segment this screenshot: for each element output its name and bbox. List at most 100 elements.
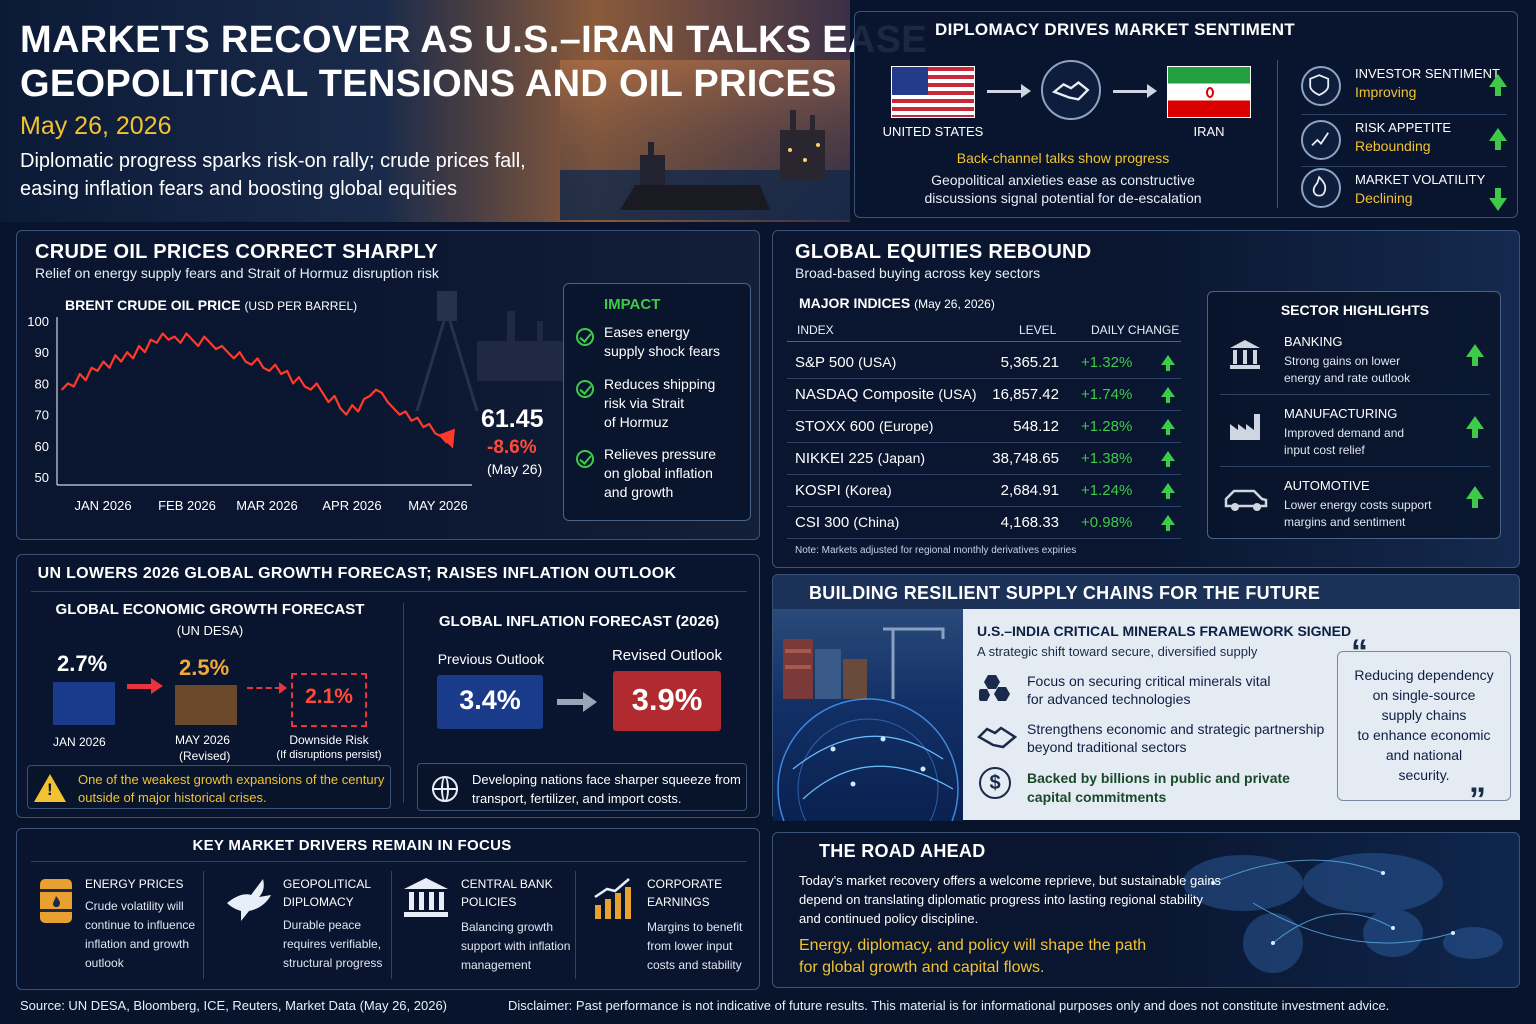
growth-may-sub: (Revised): [179, 749, 231, 763]
prev-label: Previous Outlook: [437, 651, 545, 667]
oil-price-change: -8.6%: [487, 437, 537, 458]
sector-desc-manufacturing-1: Improved demand and: [1284, 426, 1405, 440]
price-point: [280, 373, 283, 375]
table-header-divider: [787, 341, 1181, 342]
price-point: [61, 388, 63, 391]
oil-rig-illustration: [415, 291, 567, 411]
un-title: UN LOWERS 2026 GLOBAL GROWTH FORECAST; R…: [37, 565, 677, 582]
impact-item-3-line2: on global inflation: [604, 465, 713, 481]
price-point: [345, 413, 348, 416]
bank-icon: [1228, 338, 1262, 370]
arrow-right-icon-head: [1147, 84, 1157, 98]
supply-desc: A strategic shift toward secure, diversi…: [977, 644, 1258, 659]
chart-title-text: BRENT CRUDE OIL PRICE: [65, 297, 241, 313]
y-tick-label: 80: [35, 376, 49, 391]
price-point: [256, 357, 259, 360]
growth-source: (UN DESA): [176, 623, 244, 638]
driver-cb-name2: POLICIES: [461, 895, 517, 909]
price-point: [333, 395, 336, 397]
price-point: [102, 360, 105, 363]
chart-title: BRENT CRUDE OIL PRICE (USD PER BARREL): [65, 297, 357, 313]
price-point: [268, 370, 271, 372]
sector-name-banking: BANKING: [1284, 334, 1343, 349]
index-region: (Korea): [845, 482, 892, 498]
divider: [1277, 60, 1278, 208]
diplomacy-panel: DIPLOMACY DRIVES MARKET SENTIMENT UNITED…: [854, 11, 1518, 218]
price-point: [321, 392, 324, 394]
oil-price-chart: 100 90 80 70 60 50 JAN 2026 FEB 2026 MAR 2026 APR…: [27, 314, 472, 513]
driver-earnings-name1: CORPORATE: [647, 877, 723, 891]
dashed-arrow-icon: [247, 687, 281, 689]
index-change: +1.28%: [1081, 418, 1133, 435]
price-point: [179, 342, 182, 344]
price-point: [185, 332, 188, 335]
sector-name-manufacturing: MANUFACTURING: [1284, 406, 1398, 421]
equities-subtitle: Broad-based buying across key sectors: [795, 265, 1041, 281]
oil-barrel-icon: [37, 875, 75, 927]
arrow-up-icon: [1489, 128, 1507, 150]
supply-point-3-line2: capital commitments: [1027, 789, 1167, 805]
price-line-arrow: [439, 428, 455, 449]
warning-icon-mark: !: [47, 780, 53, 799]
price-point: [96, 370, 99, 372]
check-icon: [576, 328, 594, 346]
check-icon: [576, 380, 594, 398]
page-date: May 26, 2026: [20, 112, 172, 140]
index-name-text: NIKKEI 225: [795, 450, 874, 467]
price-point: [375, 388, 377, 391]
price-point: [238, 351, 241, 353]
driver-cb-line2: support with inflation: [461, 939, 571, 953]
diplomacy-title: DIPLOMACY DRIVES MARKET SENTIMENT: [935, 20, 1295, 39]
price-point: [244, 360, 247, 363]
price-point: [404, 410, 407, 413]
index-region: (USA): [938, 386, 977, 402]
dashed-arrow-icon-head: [279, 682, 287, 694]
index-name-text: STOXX 600: [795, 418, 875, 435]
price-point: [126, 351, 128, 353]
sector-name-automotive: AUTOMOTIVE: [1284, 478, 1370, 493]
indicator-label-volatility: MARKET VOLATILITY: [1355, 172, 1486, 187]
y-tick-label: 60: [35, 439, 49, 454]
price-point: [339, 407, 342, 410]
price-point: [398, 413, 401, 416]
index-name-text: S&P 500: [795, 354, 854, 371]
divider: [1301, 114, 1507, 115]
road-title: THE ROAD AHEAD: [819, 841, 986, 861]
y-tick-label: 100: [27, 314, 49, 329]
index-name-text: CSI 300: [795, 514, 850, 531]
warning-box: ! One of the weakest growth expansions o…: [27, 765, 391, 809]
price-point: [90, 367, 93, 369]
oil-price-value: 61.45: [481, 405, 544, 433]
un-panel: UN LOWERS 2026 GLOBAL GROWTH FORECAST; R…: [16, 554, 760, 818]
index-name-text: NASDAQ Composite: [795, 386, 935, 403]
growth-chart-icon: [591, 875, 635, 921]
sector-desc-automotive-2: margins and sentiment: [1284, 515, 1406, 529]
price-point: [446, 441, 448, 444]
arrow-up-icon: [1161, 419, 1175, 435]
growth-risk-box: [291, 673, 367, 727]
warning-icon: [34, 774, 66, 802]
globe-port-illustration: [777, 627, 959, 821]
oil-subtitle: Relief on energy supply fears and Strait…: [35, 265, 439, 281]
price-point: [357, 410, 360, 413]
driver-energy-line3: inflation and growth: [85, 937, 190, 951]
index-level: 38,748.65: [992, 450, 1059, 467]
divider: [391, 871, 392, 979]
quote-open-icon: “: [1351, 633, 1368, 671]
index-name: S&P 500 (USA): [795, 354, 896, 371]
price-point: [298, 376, 300, 378]
tanker-illustration: [560, 60, 850, 220]
quote-line: Reducing dependency: [1354, 667, 1494, 683]
developing-box: Developing nations face sharper squeeze …: [417, 763, 747, 811]
table-row: NASDAQ Composite (USA) 16,857.42 +1.74%: [787, 379, 1181, 411]
price-point: [227, 351, 229, 353]
handshake-icon: [976, 723, 1018, 751]
check-icon: [576, 450, 594, 468]
road-line2: depend on translating diplomatic progres…: [799, 892, 1203, 907]
growth-may-label: MAY 2026: [175, 733, 230, 747]
driver-geo-line3: structural progress: [283, 956, 383, 970]
price-point: [221, 345, 223, 347]
sector-title: SECTOR HIGHLIGHTS: [1280, 302, 1430, 318]
price-point: [209, 342, 211, 344]
x-tick-label: MAY 2026: [408, 498, 468, 513]
